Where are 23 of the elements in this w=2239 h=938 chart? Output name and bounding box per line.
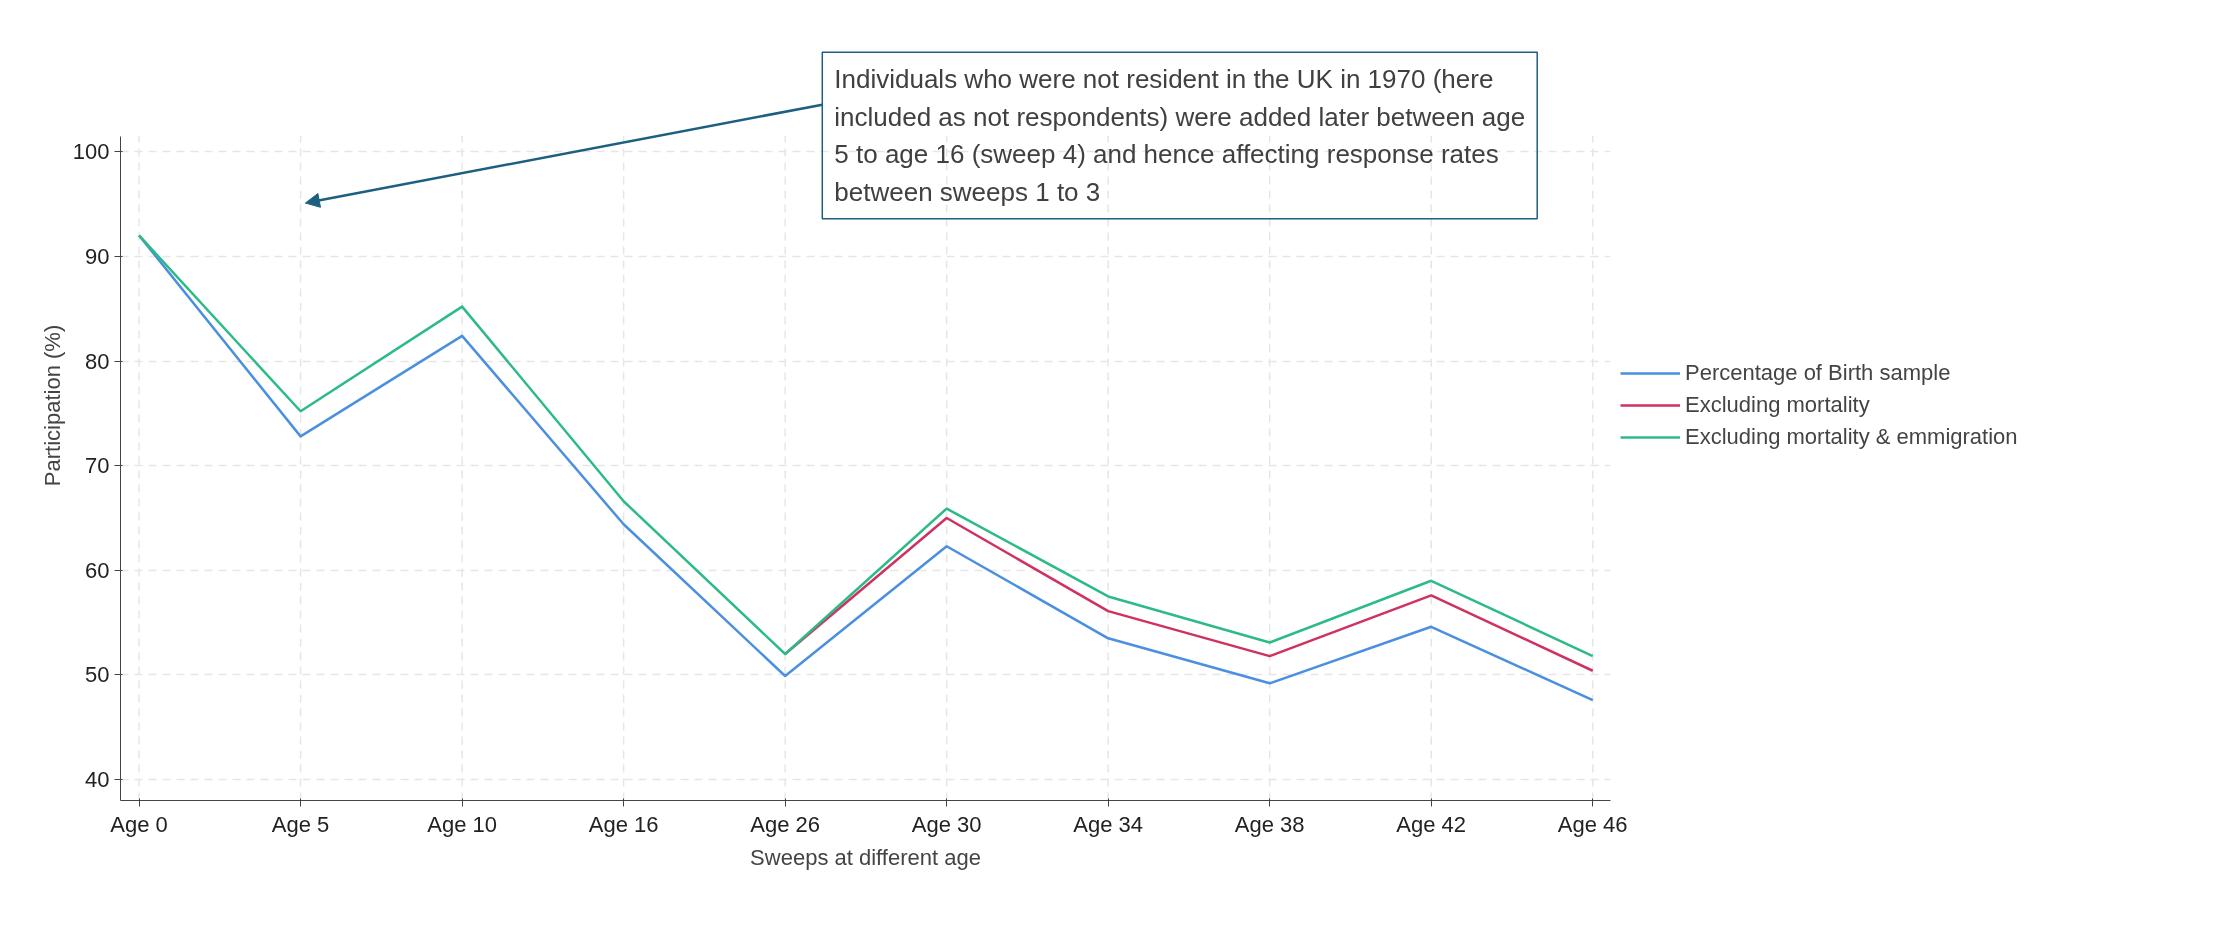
y-tick-label: 100 xyxy=(72,139,110,165)
x-axis-title: Sweeps at different age xyxy=(750,844,981,870)
x-tick-label: Age 5 xyxy=(271,811,330,837)
x-tick-label: Age 0 xyxy=(110,811,168,837)
legend-label: Excluding mortality & emmigration xyxy=(1685,424,2018,450)
y-axis-title: Participation (%) xyxy=(39,324,65,487)
y-tick-label: 90 xyxy=(85,243,110,269)
y-tick-label: 40 xyxy=(85,767,110,793)
y-tick-label: 80 xyxy=(85,348,110,374)
x-tick-label: Age 38 xyxy=(1234,811,1305,837)
x-tick-label: Age 10 xyxy=(427,811,497,837)
legend-label: Percentage of Birth sample xyxy=(1685,360,1951,386)
y-tick-label: 70 xyxy=(85,453,110,479)
legend-label: Excluding mortality xyxy=(1685,392,1870,418)
x-tick-label: Age 34 xyxy=(1073,811,1144,837)
x-tick-label: Age 42 xyxy=(1396,811,1467,837)
y-tick-label: 50 xyxy=(85,662,110,688)
x-tick-label: Age 30 xyxy=(911,811,982,837)
y-tick-label: 60 xyxy=(85,557,110,583)
annotation: Individuals who were not resident in the UK in 1970 (here included as not respondents) were added later between age 5 to age 16 (sweep 4) and hence affecting response rates between sweeps 1 to 3 xyxy=(834,64,1526,207)
x-tick-label: Age 26 xyxy=(750,811,821,837)
x-tick-label: Age 16 xyxy=(588,811,659,837)
x-tick-label: Age 46 xyxy=(1557,811,1628,837)
